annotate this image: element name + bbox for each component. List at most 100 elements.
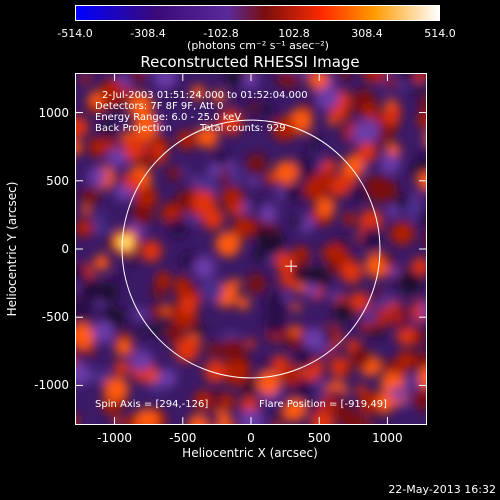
texture-blob <box>292 302 301 312</box>
colorbar-tick-label: 102.8 <box>278 27 310 40</box>
texture-blob <box>134 73 146 81</box>
y-tick-label: 500 <box>46 173 69 188</box>
texture-blob <box>75 218 94 237</box>
texture-blob <box>99 79 126 105</box>
texture-blob <box>212 90 225 104</box>
texture-blob <box>420 302 427 319</box>
texture-blob <box>291 266 308 283</box>
texture-blob <box>315 86 340 111</box>
texture-blob <box>129 255 139 265</box>
texture-blob <box>101 120 114 133</box>
texture-blob <box>277 73 301 88</box>
texture-blob <box>357 344 366 354</box>
x-tick-label: -500 <box>169 431 197 445</box>
plot-frame <box>75 73 427 425</box>
colorbar-units: (photons cm⁻² s⁻¹ asec⁻²) <box>187 39 329 52</box>
texture-blob <box>253 248 267 262</box>
texture-blob <box>150 323 164 337</box>
texture-blob <box>303 398 321 416</box>
texture-blob <box>337 324 349 336</box>
texture-blob <box>88 369 102 384</box>
colorbar-tick-label: 308.4 <box>351 27 383 40</box>
texture-blob <box>282 293 291 302</box>
texture-blob <box>212 148 230 166</box>
x-tick-marks <box>114 73 388 425</box>
texture-blob <box>329 175 350 196</box>
texture-blob <box>292 216 304 228</box>
colorbar-tick-label: -102.8 <box>203 27 239 40</box>
texture-blob <box>417 365 427 389</box>
texture-blob <box>152 284 168 299</box>
texture-blob <box>411 194 420 203</box>
texture-blob <box>349 291 370 313</box>
texture-blob <box>387 205 400 218</box>
texture-blob <box>93 254 110 271</box>
texture-blob <box>207 341 222 356</box>
texture-blob <box>247 176 259 187</box>
texture-blob <box>221 186 244 209</box>
texture-blob <box>103 216 113 227</box>
texture-blob <box>92 320 115 344</box>
texture-blob <box>350 347 372 368</box>
texture-blob <box>114 338 133 356</box>
texture-blob <box>341 363 351 374</box>
texture-blob <box>233 216 255 239</box>
texture-blob <box>306 139 320 152</box>
texture-blob <box>166 86 180 100</box>
texture-blob <box>196 173 220 197</box>
texture-blob <box>390 221 415 246</box>
flare-position-text: Flare Position = [-919,49] <box>259 399 387 410</box>
texture-blob <box>312 169 334 191</box>
chart-title: Reconstructed RHESSI Image <box>140 53 360 71</box>
energy-range-text: Energy Range: 6.0 - 25.0 keV <box>95 112 242 123</box>
colorbar <box>75 5 440 21</box>
texture-blob <box>326 288 340 301</box>
texture-blob <box>221 338 244 361</box>
texture-blob <box>132 205 153 226</box>
texture-blob <box>417 111 427 129</box>
texture-blob <box>282 398 306 422</box>
texture-blob <box>244 79 254 89</box>
texture-blob <box>282 183 303 203</box>
texture-blob <box>138 154 153 169</box>
texture-blob <box>88 137 108 157</box>
texture-blob <box>316 197 335 217</box>
texture-blob <box>179 295 198 315</box>
texture-blob <box>193 390 214 411</box>
texture-blob <box>417 171 427 191</box>
texture-blob <box>340 260 363 284</box>
texture-blob <box>403 203 415 215</box>
texture-blob <box>379 153 401 174</box>
texture-blob <box>80 74 91 85</box>
texture-blob <box>418 217 427 232</box>
texture-blob <box>368 290 379 301</box>
texture-blob <box>174 337 200 363</box>
texture-blob <box>196 126 218 148</box>
texture-blob <box>353 119 380 145</box>
texture-blob <box>390 310 406 325</box>
texture-blob <box>360 228 384 252</box>
texture-blob <box>87 167 107 187</box>
texture-blob <box>167 166 182 181</box>
texture-blob <box>419 95 427 115</box>
texture-blob <box>227 166 244 184</box>
texture-blob <box>225 73 246 86</box>
texture-blob <box>264 291 289 317</box>
spin-axis-text: Spin Axis = [294,-126] <box>95 399 209 410</box>
texture-blob <box>392 361 407 376</box>
solar-disk-limb <box>121 119 381 379</box>
texture-blob <box>75 116 89 138</box>
texture-blob <box>333 300 355 322</box>
texture-blob <box>224 359 250 386</box>
texture-blob <box>411 388 427 410</box>
texture-blob <box>389 387 404 402</box>
texture-blob <box>384 75 398 89</box>
texture-blob <box>293 73 310 79</box>
texture-blob <box>133 186 158 210</box>
texture-blob <box>422 146 427 166</box>
texture-blob <box>113 416 124 425</box>
texture-blob <box>135 408 159 425</box>
texture-blob <box>75 362 91 386</box>
texture-blob <box>268 280 277 289</box>
texture-blob <box>362 73 387 83</box>
